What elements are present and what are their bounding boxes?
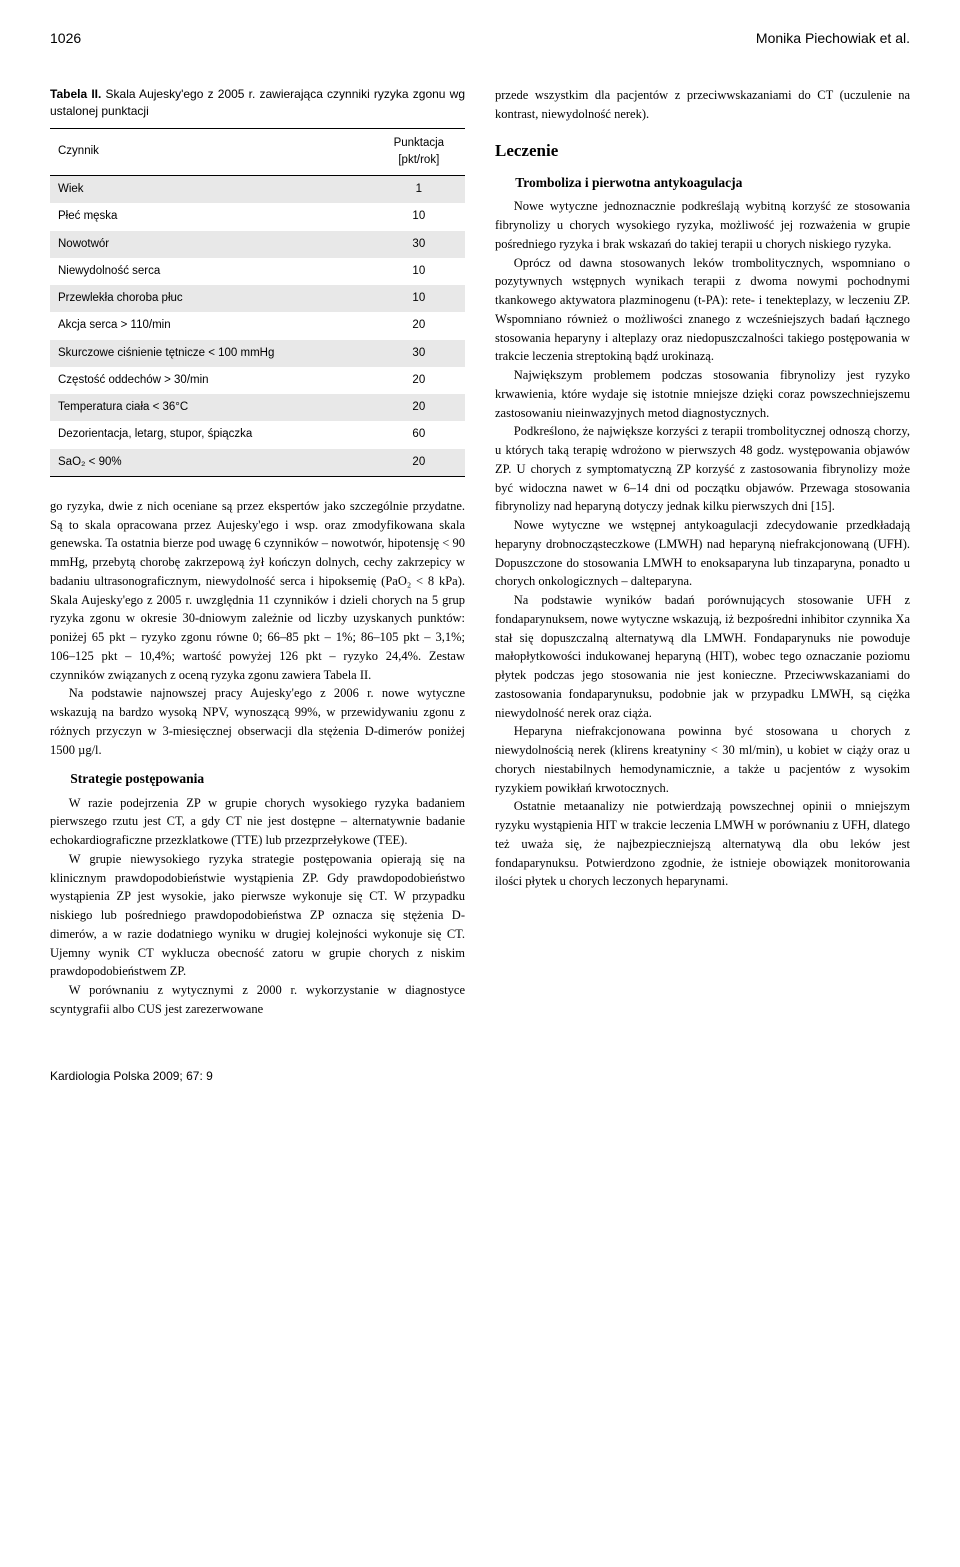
- risk-factor-points: 10: [373, 285, 465, 312]
- body-paragraph: Nowe wytyczne we wstępnej antykoagulacji…: [495, 516, 910, 591]
- right-column: przede wszystkim dla pacjentów z przeciw…: [495, 86, 910, 1019]
- risk-factor-points: 20: [373, 394, 465, 421]
- body-paragraph: Ostatnie metaanalizy nie potwierdzają po…: [495, 797, 910, 891]
- risk-factor-points: 10: [373, 203, 465, 230]
- table-caption: Tabela II. Skala Aujesky'ego z 2005 r. z…: [50, 86, 465, 120]
- risk-factor-points: 30: [373, 340, 465, 367]
- risk-factor-points: 60: [373, 421, 465, 448]
- subsection-strategie: Strategie postępowania: [50, 769, 465, 789]
- table-row: Dezorientacja, letarg, stupor, śpiączka6…: [50, 421, 465, 448]
- risk-factor-points: 30: [373, 231, 465, 258]
- table-header-row: Czynnik Punktacja [pkt/rok]: [50, 128, 465, 176]
- risk-factor-points: 20: [373, 312, 465, 339]
- table-row: Częstość oddechów > 30/min20: [50, 367, 465, 394]
- risk-factor-label: Skurczowe ciśnienie tętnicze < 100 mmHg: [50, 340, 373, 367]
- col-punktacja: Punktacja [pkt/rok]: [373, 128, 465, 176]
- col2-line2: [pkt/rok]: [398, 154, 439, 166]
- header-authors: Monika Piechowiak et al.: [756, 30, 910, 46]
- risk-factor-label: Niewydolność serca: [50, 258, 373, 285]
- risk-factor-points: 1: [373, 176, 465, 204]
- table-row: Temperatura ciała < 36°C20: [50, 394, 465, 421]
- body-paragraph: Oprócz od dawna stosowanych leków trombo…: [495, 254, 910, 367]
- table-row: Płeć męska10: [50, 203, 465, 230]
- body-paragraph: W porównaniu z wytycznymi z 2000 r. wyko…: [50, 981, 465, 1019]
- subsection-tromboliza: Tromboliza i pierwotna antykoagulacja: [495, 173, 910, 193]
- risk-factor-label: Akcja serca > 110/min: [50, 312, 373, 339]
- body-paragraph: Heparyna niefrakcjonowana powinna być st…: [495, 722, 910, 797]
- page-number: 1026: [50, 30, 81, 46]
- two-column-layout: Tabela II. Skala Aujesky'ego z 2005 r. z…: [50, 86, 910, 1019]
- left-column: Tabela II. Skala Aujesky'ego z 2005 r. z…: [50, 86, 465, 1019]
- body-paragraph: W razie podejrzenia ZP w grupie chorych …: [50, 794, 465, 850]
- section-leczenie: Leczenie: [495, 138, 910, 164]
- body-paragraph: Podkreślono, że największe korzyści z te…: [495, 422, 910, 516]
- table-row: Akcja serca > 110/min20: [50, 312, 465, 339]
- table-row: Nowotwór30: [50, 231, 465, 258]
- risk-factor-label: Wiek: [50, 176, 373, 204]
- body-paragraph: przede wszystkim dla pacjentów z przeciw…: [495, 86, 910, 124]
- body-paragraph: Na podstawie wyników badań porównujących…: [495, 591, 910, 722]
- table-row: Skurczowe ciśnienie tętnicze < 100 mmHg3…: [50, 340, 465, 367]
- risk-factor-label: Płeć męska: [50, 203, 373, 230]
- body-paragraph: Na podstawie najnowszej pracy Aujesky'eg…: [50, 684, 465, 759]
- risk-factor-points: 20: [373, 449, 465, 477]
- risk-factors-table: Czynnik Punktacja [pkt/rok] Wiek1Płeć mę…: [50, 128, 465, 477]
- journal-citation: Kardiologia Polska 2009; 67: 9: [50, 1069, 213, 1083]
- risk-factor-label: SaO₂ < 90%: [50, 449, 373, 477]
- page-header: 1026 Monika Piechowiak et al.: [50, 30, 910, 46]
- body-paragraph: Największym problemem podczas stosowania…: [495, 366, 910, 422]
- table-2-container: Tabela II. Skala Aujesky'ego z 2005 r. z…: [50, 86, 465, 477]
- table-row: Wiek1: [50, 176, 465, 204]
- col-czynnik: Czynnik: [50, 128, 373, 176]
- risk-factor-label: Temperatura ciała < 36°C: [50, 394, 373, 421]
- table-label: Tabela II.: [50, 87, 101, 101]
- table-row: Przewlekła choroba płuc10: [50, 285, 465, 312]
- risk-factor-points: 10: [373, 258, 465, 285]
- body-paragraph: Nowe wytyczne jednoznacznie podkreślają …: [495, 197, 910, 253]
- risk-factor-label: Dezorientacja, letarg, stupor, śpiączka: [50, 421, 373, 448]
- col2-line1: Punktacja: [394, 137, 445, 149]
- risk-factor-label: Nowotwór: [50, 231, 373, 258]
- table-title-text: Skala Aujesky'ego z 2005 r. zawierająca …: [50, 87, 465, 118]
- risk-factor-points: 20: [373, 367, 465, 394]
- body-paragraph: go ryzyka, dwie z nich oceniane są przez…: [50, 497, 465, 685]
- table-row: Niewydolność serca10: [50, 258, 465, 285]
- table-row: SaO₂ < 90%20: [50, 449, 465, 477]
- body-paragraph: W grupie niewysokiego ryzyka strategie p…: [50, 850, 465, 981]
- page-footer: Kardiologia Polska 2009; 67: 9: [50, 1069, 910, 1083]
- risk-factor-label: Częstość oddechów > 30/min: [50, 367, 373, 394]
- risk-factor-label: Przewlekła choroba płuc: [50, 285, 373, 312]
